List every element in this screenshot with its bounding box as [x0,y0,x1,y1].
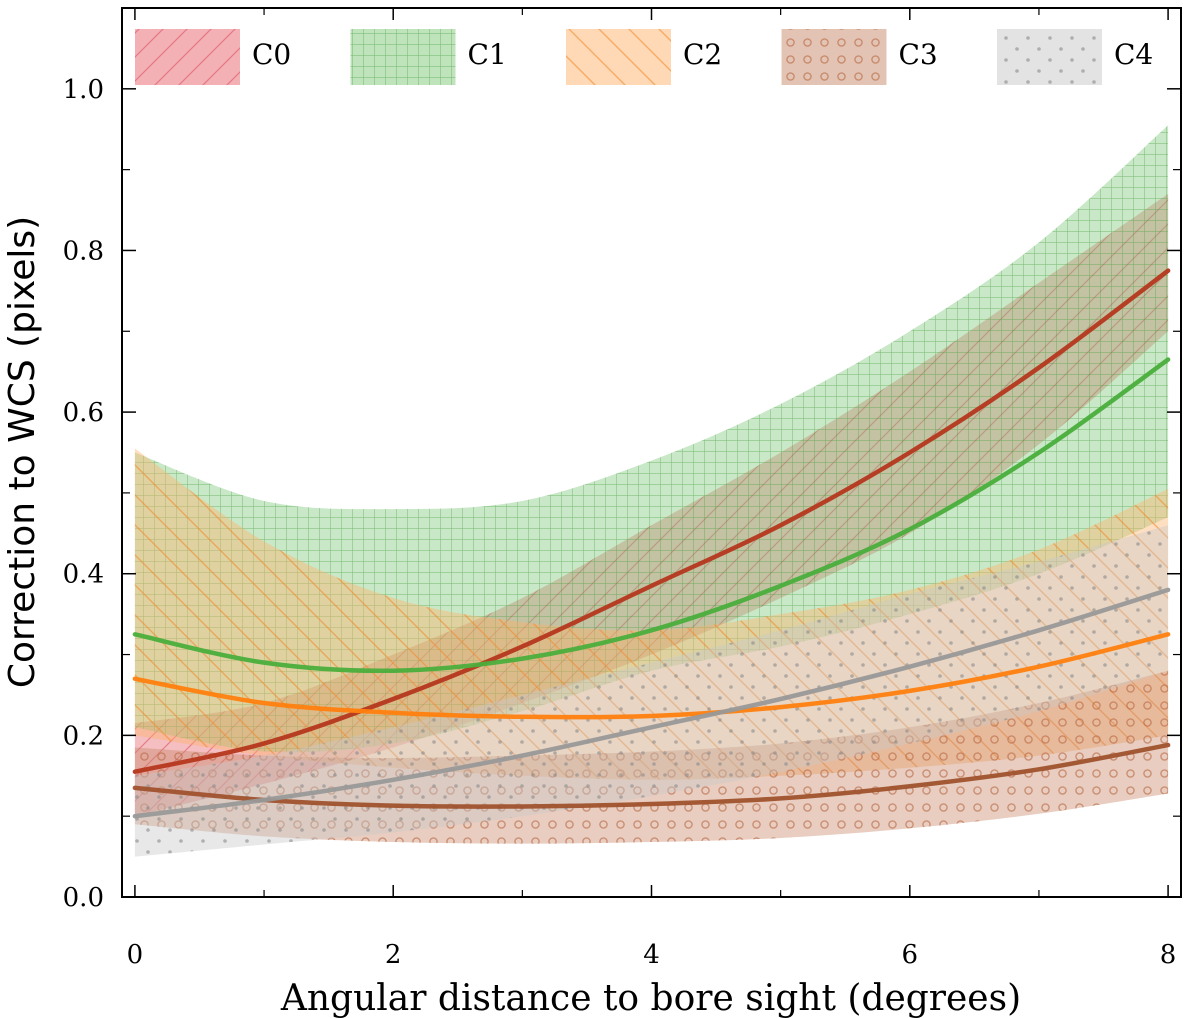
line-c2 [132,632,1171,720]
line-c3 [132,742,1171,809]
legend-label-c2: C2 [683,38,722,71]
line-c1 [132,357,1171,674]
y-tick-label: 1.0 [63,75,104,105]
legend-label-c1: C1 [468,38,507,71]
x-axis-label: Angular distance to bore sight (degrees) [280,978,1021,1018]
legend-hatch-c0 [135,29,240,85]
band-hatch-c4 [134,525,1169,857]
y-tick-label: 0.6 [63,398,104,428]
legend-label-c4: C4 [1114,38,1153,71]
y-axis-label: Correction to WCS (pixels) [2,216,43,688]
y-tick-label: 0.2 [63,721,104,751]
y-tick-label: 0.8 [63,236,104,266]
line-c0 [132,268,1171,774]
legend-label-c3: C3 [899,38,938,71]
x-tick-label: 0 [127,940,144,970]
line-c4 [132,587,1171,819]
legend-hatch-c1 [350,29,456,85]
legend: C0 C1 C2 C3 C4 [135,29,1153,85]
legend-hatch-c2 [566,29,671,85]
axis-ticks: 0 2 4 6 8 0.0 0.2 0.4 0.6 0.8 1.0 [63,7,1181,970]
legend-hatch-c3 [781,29,887,85]
legend-label-c0: C0 [252,38,291,71]
y-tick-label: 0.0 [63,883,104,913]
x-tick-label: 8 [1160,940,1177,970]
x-tick-label: 4 [643,940,660,970]
legend-hatch-c4 [997,29,1102,85]
x-tick-label: 2 [385,940,402,970]
y-tick-label: 0.4 [63,560,104,590]
series-lines [132,268,1171,819]
x-tick-label: 6 [902,940,919,970]
